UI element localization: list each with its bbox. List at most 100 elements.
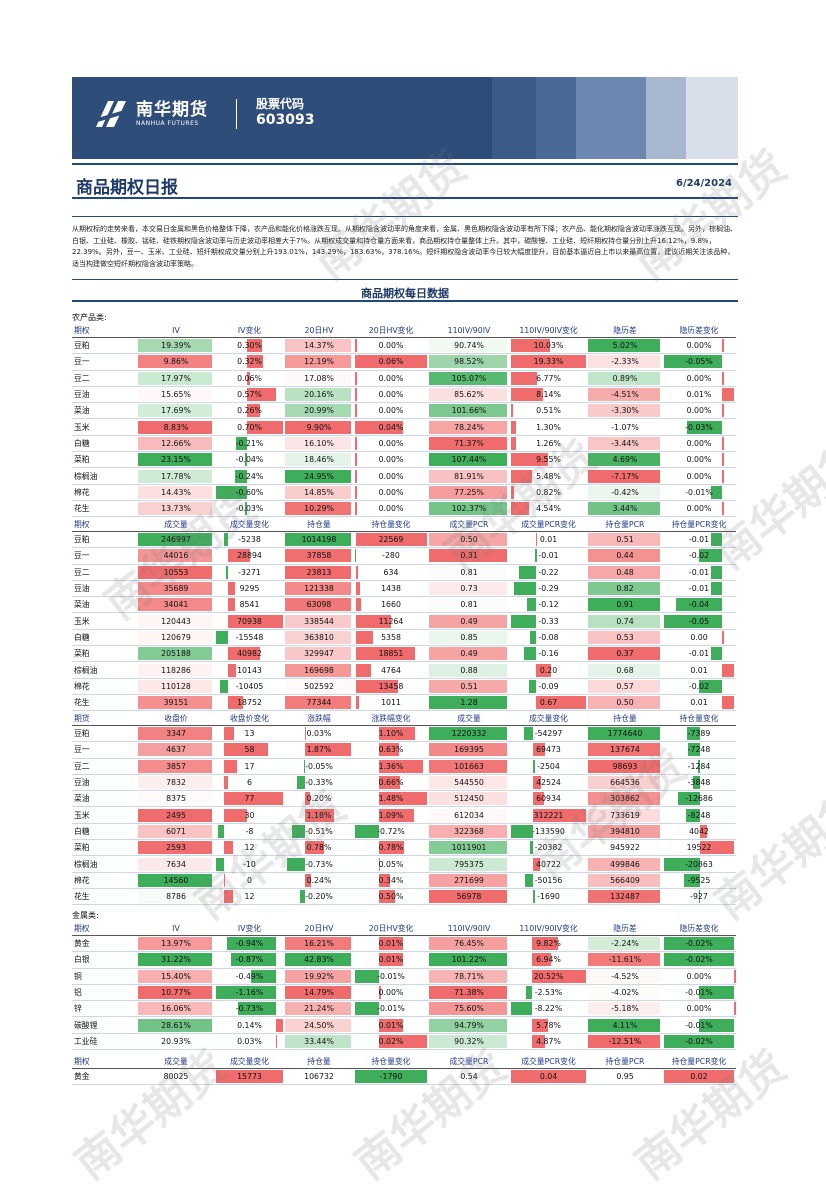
column-header: 110IV/90IV: [429, 324, 509, 338]
cell-value: 0.51: [460, 681, 478, 691]
value-bar: [533, 743, 546, 757]
column-header: IV: [138, 922, 214, 936]
data-cell: -0.73%: [285, 855, 353, 873]
data-cell: 1.18%: [285, 806, 353, 824]
value-bar: [693, 776, 701, 790]
column-header: 持仓量: [588, 712, 662, 726]
cell-value: -0.09: [538, 681, 559, 691]
column-header: 110IV/90IV: [429, 922, 509, 936]
row-label: 铝: [72, 984, 138, 1002]
cell-value: 0.14%: [237, 1020, 262, 1030]
cell-value: 0.03%: [306, 729, 332, 739]
row-label: 豆一: [72, 353, 138, 371]
cell-value: 44016: [163, 551, 189, 561]
data-cell: -0.01: [662, 645, 736, 663]
cell-value: 0.01%: [378, 955, 404, 965]
data-cell: -0.01%: [662, 984, 736, 1002]
data-cell: 338544: [285, 612, 353, 630]
data-cell: -0.16: [509, 645, 588, 663]
data-cell: 0.70%: [214, 418, 285, 436]
cell-value: 1220332: [451, 729, 487, 739]
cell-value: -0.04%: [235, 455, 264, 465]
data-cell: 9.90%: [285, 418, 353, 436]
value-bar: [285, 565, 351, 579]
table-row: 白糖 12.66% -0.21% 16.10% 0.00% 71.37% 1.26% -3.4…: [72, 435, 736, 453]
cell-value: 0.00%: [378, 373, 404, 383]
data-cell: 5.78%: [509, 1016, 588, 1034]
row-label: 白糖: [72, 823, 138, 841]
cell-value: 0.53: [616, 632, 634, 642]
data-cell: 77.25%: [429, 484, 509, 501]
cell-value: 13.97%: [161, 939, 191, 949]
value-bar: [588, 647, 660, 661]
cell-value: 118286: [161, 665, 191, 675]
row-label: 玉米: [72, 612, 138, 630]
data-cell: 16.10%: [285, 435, 353, 453]
cell-value: 12: [244, 843, 255, 853]
row-label: 花生: [72, 694, 138, 712]
value-bar: [511, 388, 543, 402]
value-bar: [355, 824, 379, 838]
cell-value: 0.01: [690, 698, 708, 708]
cell-value: 13458: [378, 681, 404, 691]
data-cell: -0.02: [662, 678, 736, 695]
table-row: 豆油 15.65% 0.57% 20.16% 0.00% 85.62% 8.14% -4.51…: [72, 386, 736, 404]
value-bar: [722, 339, 724, 353]
value-bar: [355, 533, 427, 547]
data-cell: -2.33%: [588, 353, 662, 371]
data-cell: 0.00%: [662, 402, 736, 420]
value-bar: [429, 404, 507, 418]
cell-value: 3857: [166, 761, 186, 771]
value-bar: [223, 890, 233, 904]
value-bar: [429, 355, 507, 369]
value-bar: [429, 339, 507, 353]
row-label: 豆油: [72, 580, 138, 598]
value-bar: [511, 355, 586, 369]
cell-value: -0.12: [538, 600, 559, 610]
value-bar: [588, 630, 660, 644]
cell-value: 20.52%: [533, 971, 564, 981]
data-cell: 1.87%: [285, 741, 353, 759]
cell-value: 17.08%: [304, 373, 334, 383]
cell-value: -8.22%: [534, 1004, 563, 1014]
table-row: 铝 10.77% -1.16% 14.79% 0.00% 71.38% -2.53% -4.0…: [72, 984, 736, 1002]
value-bar: [285, 420, 351, 434]
value-bar: [138, 679, 212, 693]
data-cell: 18.46%: [285, 451, 353, 469]
cell-value: 30: [244, 810, 255, 820]
value-bar: [429, 743, 507, 757]
title-top-rule: [72, 163, 738, 165]
cell-value: 77: [244, 794, 255, 804]
cell-value: 0.49: [460, 649, 478, 659]
cell-value: 102.37%: [451, 504, 487, 514]
cell-value: 0.00%: [378, 988, 404, 998]
cell-value: 23813: [306, 567, 332, 577]
table-header-row: 期货 收盘价 收盘价变化 涨跌幅 涨跌幅变化 成交量 成交量变化 持仓量 持仓量变化: [72, 712, 736, 726]
cell-value: 39151: [163, 698, 189, 708]
value-bar: [138, 1034, 212, 1048]
cell-value: 20.93%: [161, 1036, 191, 1046]
value-bar: [429, 1018, 507, 1032]
value-bar: [588, 420, 660, 434]
cell-value: 0.68: [616, 665, 634, 675]
section-title: 商品期权每日数据: [361, 287, 449, 300]
cell-value: -54297: [534, 729, 563, 739]
value-bar: [228, 598, 235, 612]
agri-futures-table: 期货 收盘价 收盘价变化 涨跌幅 涨跌幅变化 成交量 成交量变化 持仓量 持仓量变化 豆粕 3347…: [72, 712, 736, 906]
cell-value: 338544: [304, 616, 334, 626]
value-bar: [304, 841, 325, 855]
cell-value: -0.51%: [305, 826, 333, 836]
cell-value: 18851: [378, 649, 404, 659]
cell-value: 0.04%: [378, 422, 404, 432]
data-cell: 945922: [588, 839, 662, 857]
cell-value: 0.81: [460, 567, 478, 577]
value-bar: [697, 759, 701, 773]
data-cell: 81.91%: [429, 467, 509, 485]
value-bar: [588, 969, 660, 983]
column-header: 持仓量PCR变化: [662, 518, 736, 532]
value-bar: [511, 453, 549, 467]
data-cell: -927: [662, 888, 736, 906]
value-bar: [588, 857, 660, 871]
value-bar: [228, 614, 283, 628]
value-bar: [429, 679, 507, 693]
